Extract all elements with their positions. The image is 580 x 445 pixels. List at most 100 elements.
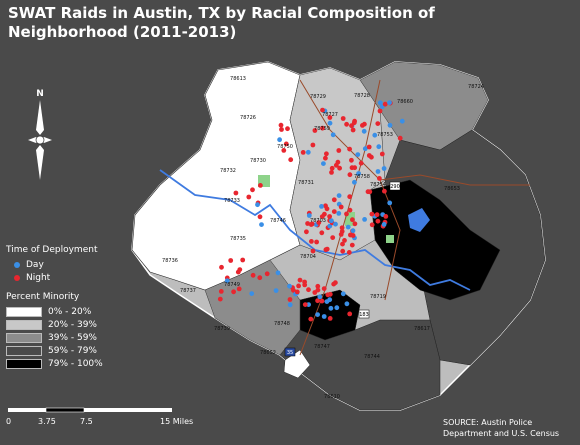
raid-point-night: [347, 194, 353, 200]
raid-point-night: [257, 214, 263, 220]
lake-east: [408, 208, 430, 232]
raid-point-day: [381, 222, 387, 227]
raid-point-night: [258, 183, 263, 188]
north-label: N: [36, 89, 44, 99]
raid-point-day: [255, 202, 260, 208]
raid-point-night: [315, 287, 321, 293]
legend-item-minority: 39% - 59%: [6, 331, 103, 344]
zip-label: 78617: [414, 326, 430, 332]
raid-point-night: [287, 297, 293, 302]
legend-item-minority: 59% - 79%: [6, 344, 103, 357]
zip-label: 78610: [324, 394, 340, 400]
source-credit: SOURCE: Austin Police Department and U.S…: [443, 418, 560, 438]
legend-item-label: Night: [26, 272, 51, 283]
raid-point-day: [344, 301, 350, 307]
raid-point-night: [349, 123, 354, 129]
north-arrow: N: [28, 89, 52, 180]
raid-point-night: [375, 121, 381, 126]
raid-point-day: [305, 149, 311, 155]
raid-point-night: [346, 250, 352, 255]
legend-item-day: Day: [6, 258, 97, 271]
raid-point-night: [257, 275, 263, 281]
raid-point-night: [309, 221, 315, 227]
zip-label: 78744: [364, 354, 380, 360]
raid-point-night: [397, 135, 403, 141]
raid-point-night: [217, 296, 223, 302]
raid-point-night: [347, 146, 352, 152]
legend-item-minority: 20% - 39%: [6, 318, 103, 331]
raid-point-night: [250, 187, 255, 193]
raid-point-night: [329, 170, 334, 175]
raid-point-night: [246, 194, 252, 200]
raid-point-night: [327, 115, 333, 120]
raid-point-day: [319, 204, 324, 209]
raid-point-night: [366, 153, 372, 158]
raid-point-night: [347, 311, 353, 317]
raid-point-day: [336, 193, 342, 199]
zip-label: 78735: [230, 236, 246, 242]
raid-point-night: [308, 316, 314, 322]
raid-point-night: [369, 222, 375, 228]
highway-shield-label: 35: [287, 350, 293, 356]
raid-point-night: [300, 150, 306, 155]
zip-label: 78746: [270, 218, 286, 224]
tract-white-west: [131, 61, 301, 291]
raid-point-day: [334, 305, 340, 311]
scale-label-0: 0: [6, 417, 12, 426]
raid-point-day: [330, 132, 336, 138]
highway-shield: 290: [389, 181, 401, 191]
raid-point-night: [352, 221, 358, 227]
raid-point-day: [327, 297, 333, 303]
raid-point-night: [377, 176, 382, 181]
raid-points-layer: [217, 100, 405, 322]
raid-point-night: [350, 127, 356, 133]
raid-point-night: [231, 289, 237, 295]
raid-point-night: [350, 217, 355, 223]
raid-point-night: [283, 141, 289, 147]
tract-white-south-pocket: [283, 349, 311, 379]
raid-point-night: [314, 239, 319, 245]
legend-swatch: [6, 306, 42, 317]
raid-point-night: [288, 157, 294, 163]
raid-point-night: [382, 101, 388, 107]
minority-legend: Percent Minority 0% - 20% 20% - 39% 39% - …: [6, 292, 103, 370]
zip-label: 78759: [314, 126, 330, 132]
zip-label: 78732: [220, 168, 236, 174]
highway-shield-label: 290: [390, 184, 400, 190]
raid-point-night: [218, 289, 224, 294]
highway-shields: 290 183 35: [284, 181, 401, 357]
time-legend-heading: Time of Deployment: [6, 245, 98, 255]
raid-point-day: [327, 120, 333, 126]
legend-item-label: 20% - 39%: [48, 319, 97, 330]
raid-point-night: [327, 214, 332, 219]
highway-i35: [299, 79, 381, 356]
zip-label: 78736: [162, 258, 178, 264]
zip-label: 78730: [250, 158, 266, 164]
raid-point-night: [324, 206, 330, 212]
raid-point-day: [345, 224, 351, 230]
raid-point-night: [347, 172, 353, 178]
zip-label: 78652: [260, 350, 276, 356]
raid-point-night: [233, 190, 239, 196]
zip-label: 78703: [310, 218, 326, 224]
zip-label: 78754: [370, 182, 386, 188]
raid-point-day: [317, 294, 323, 300]
raid-point-day: [387, 100, 392, 106]
raid-point-night: [228, 258, 234, 263]
raid-point-day: [350, 228, 356, 234]
colorado-river: [159, 169, 471, 291]
zip-labels-layer: 78613 78729 78728 78660 78726 78727 78759 78753…: [162, 76, 484, 400]
raid-point-day: [377, 100, 383, 106]
raid-point-night: [340, 248, 346, 254]
raid-point-day: [224, 278, 230, 284]
legend-swatch: [6, 332, 42, 343]
legend-swatch: [6, 319, 42, 330]
raid-point-night: [365, 189, 371, 195]
zip-label: 78749: [224, 282, 240, 288]
scale-label-3: 15 Miles: [160, 417, 194, 426]
raid-point-night: [305, 221, 310, 226]
raid-point-day: [356, 171, 361, 176]
scale-label-1: 3.75: [38, 417, 56, 426]
scale-bar: [8, 407, 172, 413]
